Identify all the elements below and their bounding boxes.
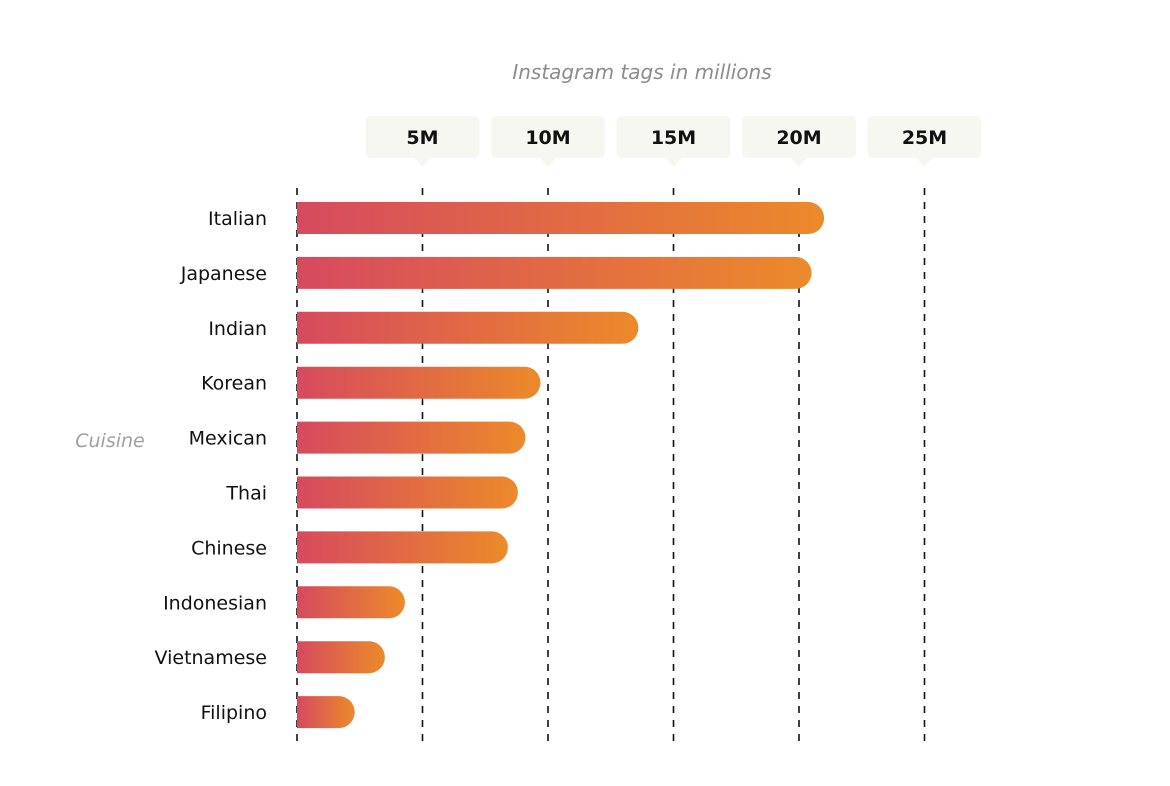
x-axis-ticks: 5M 10M 15M 20M 25M bbox=[365, 116, 982, 167]
tick-callout: 10M bbox=[491, 116, 605, 167]
tick-label: 10M bbox=[525, 127, 570, 149]
tick-pointer bbox=[540, 158, 556, 167]
tick-callout: 20M bbox=[742, 116, 856, 167]
tick-pointer bbox=[916, 158, 933, 167]
tick-box bbox=[867, 116, 982, 158]
tick-label: 25M bbox=[902, 127, 947, 149]
tick-label: 20M bbox=[776, 127, 821, 149]
bar-mexican bbox=[297, 421, 526, 454]
category-label: Chinese bbox=[191, 537, 267, 559]
tick-callout: 15M bbox=[616, 116, 731, 167]
y-axis-title: Cuisine bbox=[75, 430, 145, 452]
category-label: Vietnamese bbox=[155, 647, 267, 669]
bar-indian bbox=[297, 311, 639, 344]
category-label: Indonesian bbox=[163, 592, 267, 614]
category-label: Filipino bbox=[201, 702, 267, 724]
tick-box bbox=[365, 116, 480, 158]
category-label: Japanese bbox=[180, 263, 267, 285]
tick-callout: 25M bbox=[867, 116, 982, 167]
tick-label: 5M bbox=[406, 127, 438, 149]
bar-indonesian bbox=[297, 586, 405, 619]
bar-italian bbox=[297, 202, 825, 234]
tick-callout: 5M bbox=[365, 116, 480, 167]
x-axis-title: Instagram tags in millions bbox=[512, 60, 771, 84]
bar-vietnamese bbox=[297, 641, 385, 674]
tick-label: 15M bbox=[651, 127, 696, 149]
tick-pointer bbox=[665, 158, 682, 167]
category-labels: Italian Japanese Indian Korean Mexican Thai Ch… bbox=[155, 208, 267, 724]
bar-thai bbox=[297, 476, 518, 509]
category-label: Thai bbox=[225, 483, 267, 505]
category-label: Korean bbox=[201, 373, 267, 395]
tick-pointer bbox=[414, 158, 431, 167]
bar-japanese bbox=[297, 256, 812, 289]
category-label: Mexican bbox=[189, 428, 267, 450]
bar-korean bbox=[297, 366, 541, 399]
tick-box bbox=[491, 116, 605, 158]
tick-box bbox=[616, 116, 731, 158]
tick-box bbox=[742, 116, 856, 158]
category-label: Indian bbox=[208, 318, 267, 340]
bars bbox=[297, 202, 825, 729]
category-label: Italian bbox=[208, 208, 267, 230]
bar-chinese bbox=[297, 531, 508, 564]
bar-filipino bbox=[297, 696, 355, 729]
tick-pointer bbox=[791, 158, 807, 167]
